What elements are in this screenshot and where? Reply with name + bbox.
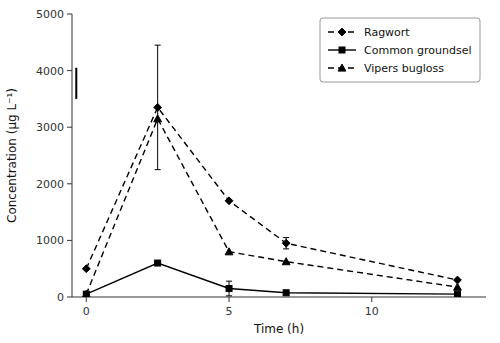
y-tick <box>67 14 72 15</box>
point <box>282 258 290 265</box>
y-tick-label: 0 <box>57 291 64 304</box>
legend-marker <box>339 47 345 53</box>
point <box>225 248 233 255</box>
x-tick <box>371 297 372 302</box>
point <box>154 103 162 111</box>
y-axis-label: Concentration (μg L⁻¹) <box>5 88 19 223</box>
y-tick-label: 5000 <box>36 8 64 21</box>
y-tick <box>67 297 72 298</box>
point <box>225 197 233 205</box>
point <box>283 290 289 296</box>
error-bar-cap <box>283 248 289 249</box>
y-tick <box>67 127 72 128</box>
point <box>154 115 162 122</box>
x-axis-label: Time (h) <box>253 322 304 336</box>
point <box>282 239 290 247</box>
series-line <box>86 107 457 280</box>
point <box>454 283 462 290</box>
legend-marker <box>338 28 346 36</box>
legend: Ragwort Common groundsel Vipers bugloss <box>320 18 480 82</box>
error-bar-cap <box>283 237 289 238</box>
point <box>454 291 460 297</box>
series-line <box>86 119 457 294</box>
x-tick <box>86 297 87 302</box>
error-bar <box>283 238 289 249</box>
chart: 0 5 10 0 1000 2000 3000 4000 5000 Time (h) Concent… <box>0 0 500 343</box>
point <box>83 291 89 297</box>
error-bar-cap <box>226 281 232 282</box>
point <box>82 265 90 273</box>
point <box>155 260 161 266</box>
y-tick-label: 3000 <box>36 121 64 134</box>
legend-box <box>320 18 480 82</box>
y-tick-label: 4000 <box>36 65 64 78</box>
y-tick <box>67 240 72 241</box>
y-tick <box>67 183 72 184</box>
y-tick-label: 2000 <box>36 178 64 191</box>
legend-label: Vipers bugloss <box>364 62 444 75</box>
legend-label: Ragwort <box>364 26 410 39</box>
y-axis-line <box>72 14 73 297</box>
y-tick <box>67 70 72 71</box>
x-tick-label: 5 <box>226 305 233 318</box>
chart-container: 0 5 10 0 1000 2000 3000 4000 5000 Time (h) Concent… <box>0 0 500 343</box>
point <box>82 290 90 297</box>
x-tick-label: 10 <box>365 305 379 318</box>
y-tick-label: 1000 <box>36 234 64 247</box>
x-axis-line <box>72 297 486 298</box>
plot-area <box>76 45 461 297</box>
x-tick <box>229 297 230 302</box>
point <box>226 286 232 292</box>
error-bar-cap <box>226 295 232 296</box>
error-bar-cap <box>155 45 161 46</box>
error-bar <box>155 45 161 170</box>
error-bar-cap <box>155 169 161 170</box>
series <box>83 260 460 297</box>
legend-marker <box>338 64 346 71</box>
x-tick-label: 0 <box>83 305 90 318</box>
series <box>82 115 461 297</box>
standalone-error-bar <box>75 68 77 99</box>
legend-label: Common groundsel <box>364 44 472 57</box>
error-bar <box>226 281 232 296</box>
axes: 0 5 10 0 1000 2000 3000 4000 5000 <box>36 8 486 318</box>
